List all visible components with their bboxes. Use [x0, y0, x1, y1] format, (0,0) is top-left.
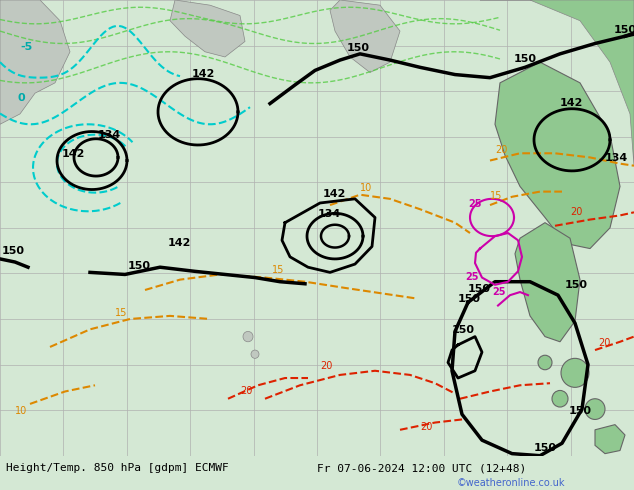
Text: 15: 15 [272, 266, 285, 275]
Polygon shape [595, 425, 625, 454]
Text: 150: 150 [514, 54, 536, 64]
Text: 134: 134 [98, 130, 121, 140]
Text: 15: 15 [115, 308, 127, 318]
Text: 150: 150 [347, 43, 370, 53]
Circle shape [552, 391, 568, 407]
Text: 20: 20 [495, 145, 507, 155]
Text: Height/Temp. 850 hPa [gdpm] ECMWF: Height/Temp. 850 hPa [gdpm] ECMWF [6, 463, 229, 473]
Text: 20: 20 [240, 386, 252, 395]
Text: 10: 10 [360, 183, 372, 193]
Text: 142: 142 [323, 189, 346, 199]
Polygon shape [170, 0, 245, 57]
Text: 150: 150 [452, 325, 475, 336]
Text: 150: 150 [534, 442, 557, 453]
Polygon shape [330, 0, 400, 73]
Text: 20: 20 [320, 361, 332, 371]
Text: 20: 20 [598, 338, 611, 348]
Text: 134: 134 [318, 210, 341, 220]
Text: 134: 134 [605, 152, 628, 163]
Polygon shape [0, 0, 70, 124]
Text: 150: 150 [569, 406, 592, 416]
Text: 142: 142 [192, 69, 216, 78]
Text: 142: 142 [62, 149, 86, 159]
Text: 25: 25 [492, 287, 505, 297]
Text: -5: -5 [20, 42, 32, 52]
Text: 142: 142 [560, 98, 583, 108]
Polygon shape [495, 62, 620, 248]
Text: 150: 150 [2, 246, 25, 256]
Text: 150: 150 [468, 284, 491, 294]
Text: 25: 25 [468, 199, 481, 209]
Polygon shape [515, 222, 580, 342]
Text: 150: 150 [458, 294, 481, 304]
Text: 150: 150 [614, 25, 634, 35]
Text: Fr 07-06-2024 12:00 UTC (12+48): Fr 07-06-2024 12:00 UTC (12+48) [317, 463, 526, 473]
Text: 150: 150 [128, 261, 151, 271]
Text: 25: 25 [465, 271, 479, 282]
Polygon shape [480, 0, 634, 166]
Text: 20: 20 [570, 207, 583, 218]
Circle shape [538, 355, 552, 370]
Text: 142: 142 [168, 239, 191, 248]
Text: 20: 20 [420, 422, 432, 432]
Text: 10: 10 [15, 406, 27, 416]
Circle shape [251, 350, 259, 358]
Text: 150: 150 [565, 280, 588, 290]
Circle shape [243, 331, 253, 342]
Text: ©weatheronline.co.uk: ©weatheronline.co.uk [456, 478, 565, 488]
Text: 0: 0 [18, 94, 25, 103]
Text: 15: 15 [490, 191, 502, 201]
Circle shape [561, 358, 589, 387]
Circle shape [585, 399, 605, 419]
